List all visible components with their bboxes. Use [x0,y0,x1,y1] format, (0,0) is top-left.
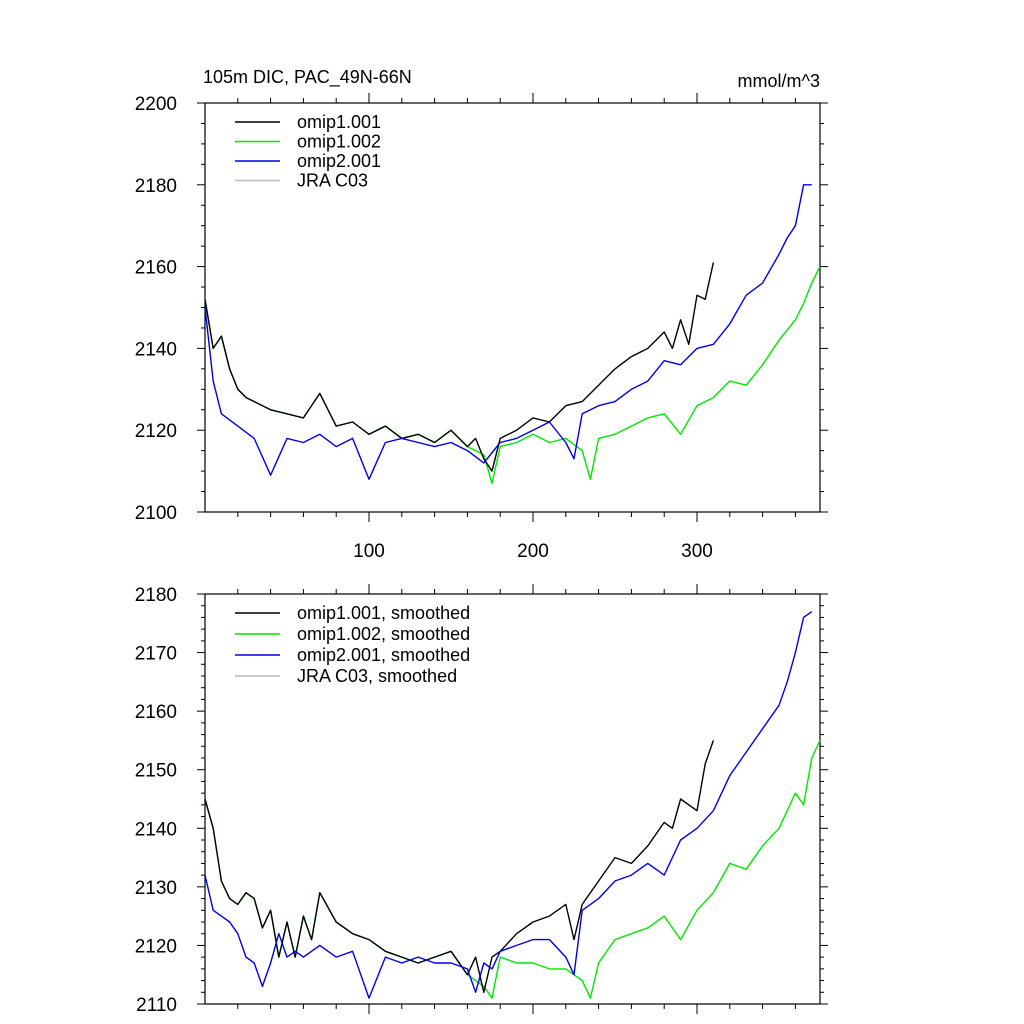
top-ytick-label: 2140 [135,339,177,360]
top-panel-series [204,184,821,485]
top-legend-label-0: omip1.001 [297,112,381,132]
top-legend-label-2: omip2.001 [297,151,381,171]
bottom-legend-label-2: omip2.001, smoothed [297,645,470,665]
top-ytick-label: 2180 [135,176,177,197]
bottom-legend-label-1: omip1.002, smoothed [297,624,470,644]
bottom-legend-label-3: JRA C03, smoothed [297,666,457,686]
bottom-ytick-label: 2110 [136,995,177,1016]
bottom-panel-ticks: 2110 2120 2130 2140 2150 2160 2170 2180 [135,584,828,1016]
top-ytick-label: 2120 [135,421,177,442]
top-legend-label-3: JRA C03 [297,171,368,191]
top-series-0-line [204,262,715,472]
top-ytick-label: 2160 [135,258,177,279]
top-xtick-label: 200 [517,541,549,562]
bottom-series-2-line [204,611,813,999]
bottom-ytick-label: 2150 [135,761,177,782]
top-panel: 105m DIC, PAC_49N-66N mmol/m^3 210021202… [135,67,828,562]
bottom-ytick-label: 2180 [135,585,177,606]
top-legend-label-1: omip1.002 [297,132,381,152]
bottom-series-0-line [204,740,715,993]
top-xtick-label: 100 [353,541,385,562]
top-panel-units: mmol/m^3 [738,71,820,91]
top-ytick-label: 2200 [135,94,177,115]
bottom-panel-series [204,611,821,999]
top-panel-title: 105m DIC, PAC_49N-66N [203,67,412,88]
top-xtick-label: 300 [681,541,713,562]
bottom-ytick-label: 2120 [135,936,177,957]
bottom-panel: 2110 2120 2130 2140 2150 2160 2170 2180 omip1.0… [135,584,828,1016]
top-ytick-label: 2100 [135,503,177,524]
bottom-ytick-label: 2170 [135,644,177,665]
top-series-2-line [204,184,812,480]
bottom-ytick-label: 2140 [135,819,177,840]
top-series-1-line [204,266,821,485]
bottom-legend-label-0: omip1.001, smoothed [297,603,470,623]
top-panel-ticks: 2100 2120 2140 2160 2180 2200 100 200 300 [135,93,828,562]
bottom-ytick-label: 2130 [135,878,177,899]
bottom-ytick-label: 2160 [135,702,177,723]
